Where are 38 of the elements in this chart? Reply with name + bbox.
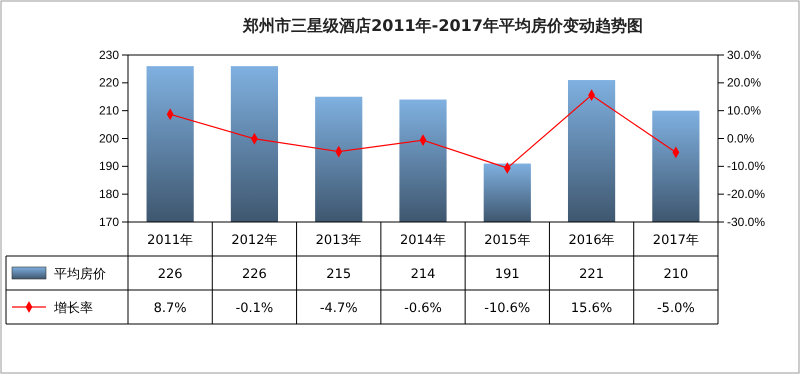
- y2-tick-label: -10.0%: [727, 159, 766, 174]
- data-label: 215: [326, 267, 352, 282]
- data-label: 221: [579, 267, 604, 282]
- y2-tick-label: -20.0%: [727, 187, 766, 202]
- y-tick-label: 180: [98, 187, 120, 202]
- data-label: 210: [663, 267, 688, 282]
- data-label: 226: [158, 267, 183, 282]
- x-tick-label: 2012年: [231, 233, 278, 248]
- chart-title: 郑州市三星级酒店2011年-2017年平均房价变动趋势图: [242, 16, 643, 35]
- data-label: 8.7%: [154, 301, 187, 316]
- y2-tick-label: 10.0%: [727, 104, 762, 118]
- y-tick-label: 230: [98, 48, 120, 62]
- data-label: -5.0%: [657, 301, 695, 316]
- legend-label: 增长率: [53, 300, 93, 316]
- x-tick-label: 2013年: [316, 233, 362, 248]
- y-tick-label: 170: [98, 214, 120, 229]
- y2-tick-label: -30.0%: [727, 214, 766, 229]
- data-label: -10.6%: [484, 301, 530, 316]
- y2-tick-label: 20.0%: [727, 76, 762, 90]
- data-label: 15.6%: [570, 301, 612, 316]
- y-tick-label: 200: [98, 131, 120, 146]
- y2-tick-label: 0.0%: [727, 131, 755, 146]
- data-label: 214: [410, 267, 436, 282]
- data-label: -4.7%: [320, 301, 358, 316]
- legend-label: 平均房价: [54, 266, 106, 282]
- x-tick-label: 2011年: [147, 233, 194, 248]
- data-label: 191: [494, 267, 520, 282]
- x-tick-label: 2014年: [400, 233, 446, 248]
- data-label: -0.1%: [236, 301, 274, 316]
- y-tick-label: 190: [98, 159, 120, 174]
- x-tick-label: 2017年: [652, 233, 699, 248]
- y2-tick-label: 30.0%: [727, 48, 762, 62]
- data-label: -0.6%: [404, 301, 442, 316]
- data-label: 226: [242, 267, 267, 282]
- y-tick-label: 210: [98, 104, 120, 118]
- y-tick-label: 220: [98, 76, 120, 90]
- x-tick-label: 2016年: [568, 233, 615, 248]
- x-tick-label: 2015年: [484, 233, 530, 248]
